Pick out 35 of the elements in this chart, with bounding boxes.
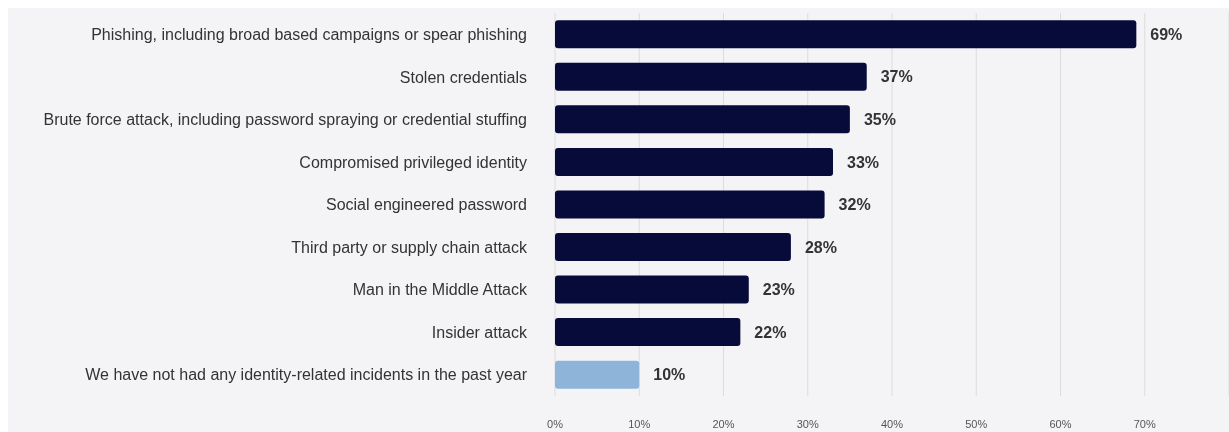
x-tick-label: 10% bbox=[628, 417, 651, 430]
bar bbox=[555, 190, 825, 219]
data-label: 37% bbox=[880, 68, 913, 86]
y-tick-label: Man in the Middle Attack bbox=[352, 281, 528, 299]
bar bbox=[555, 233, 791, 262]
data-label: 22% bbox=[754, 323, 787, 341]
bar bbox=[555, 62, 867, 91]
data-label: 10% bbox=[653, 366, 686, 384]
data-label: 69% bbox=[1150, 25, 1183, 43]
x-tick-label: 70% bbox=[1133, 417, 1156, 430]
data-label: 35% bbox=[863, 111, 896, 129]
y-tick-label: Phishing, including broad based campaigns or spear phishing bbox=[91, 25, 527, 43]
x-tick-label: 0% bbox=[547, 417, 564, 430]
x-tick-label: 60% bbox=[1049, 417, 1072, 430]
data-label: 33% bbox=[847, 153, 880, 171]
data-label: 28% bbox=[804, 238, 837, 256]
y-tick-label: Compromised privileged identity bbox=[299, 153, 527, 171]
y-tick-label: Social engineered password bbox=[325, 196, 527, 214]
x-tick-label: 40% bbox=[880, 417, 904, 430]
bar bbox=[555, 275, 749, 304]
x-tick-label: 30% bbox=[796, 417, 819, 430]
y-tick-label: Stolen credentials bbox=[399, 68, 527, 86]
bar bbox=[555, 20, 1137, 49]
bar bbox=[555, 360, 640, 389]
bar bbox=[555, 105, 850, 134]
y-tick-label: Brute force attack, including password spraying or credential stuffing bbox=[43, 111, 527, 129]
x-tick-label: 50% bbox=[965, 417, 988, 430]
y-tick-label: We have not had any identity-related incidents in the past year bbox=[85, 366, 528, 384]
x-tick-label: 20% bbox=[712, 417, 735, 430]
data-label: 23% bbox=[762, 281, 795, 299]
bar bbox=[555, 147, 834, 176]
bar bbox=[555, 318, 741, 347]
data-label: 32% bbox=[838, 196, 871, 214]
y-tick-label: Third party or supply chain attack bbox=[291, 238, 528, 256]
y-tick-label: Insider attack bbox=[431, 323, 528, 341]
